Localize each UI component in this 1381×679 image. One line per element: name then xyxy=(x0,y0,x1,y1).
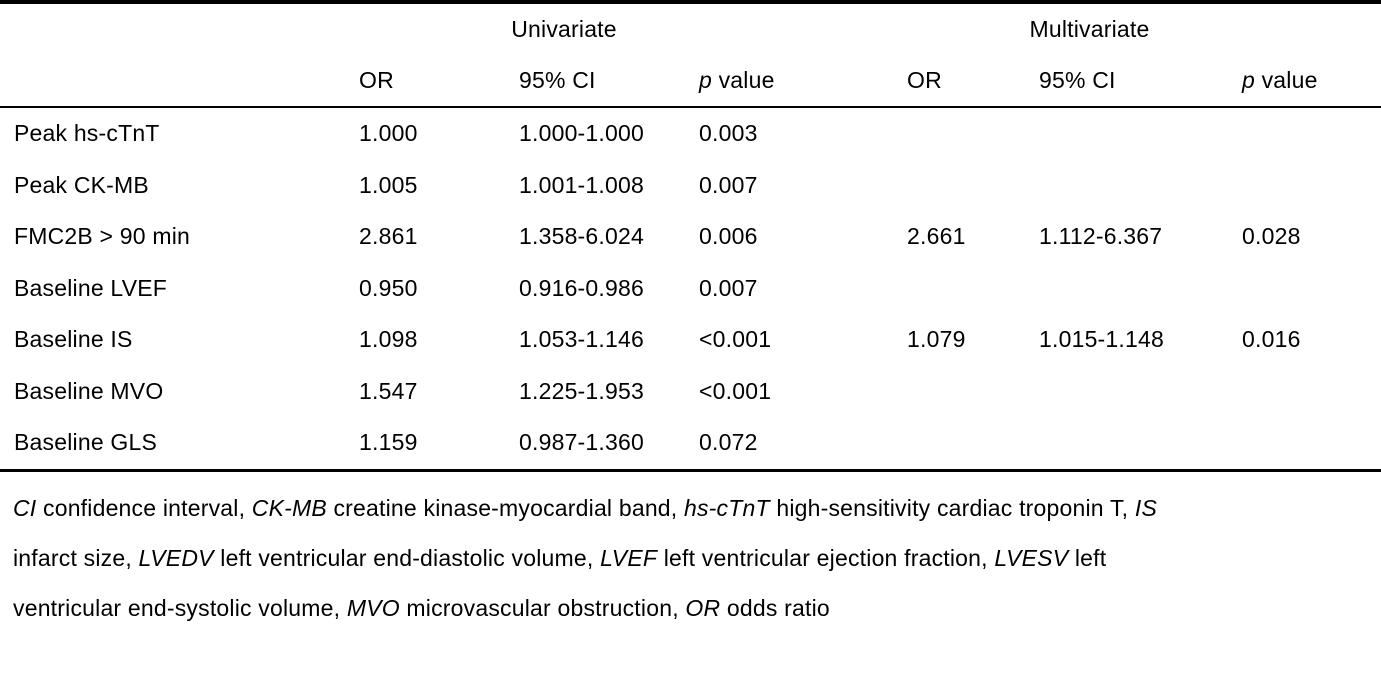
group-header-multivariate: Multivariate xyxy=(1029,16,1150,42)
univariate-pvalue: 0.003 xyxy=(699,120,758,147)
footnote-line: infarct size, LVEDV left ventricular end… xyxy=(13,544,1107,571)
col-header-ci-multivariate: 95% CI xyxy=(1039,67,1116,93)
footnote-line: CI confidence interval, CK-MB creatine k… xyxy=(13,494,1157,521)
multivariate-pvalue: 0.016 xyxy=(1242,326,1301,353)
row-label: FMC2B > 90 min xyxy=(14,223,190,250)
table-row: Baseline LVEF 0.950 0.916-0.986 0.007 xyxy=(0,263,1381,315)
univariate-or: 1.005 xyxy=(359,171,418,198)
abbreviations-footnote: CI confidence interval, CK-MB creatine k… xyxy=(0,472,1381,633)
row-label: Baseline LVEF xyxy=(14,274,168,301)
row-label: Peak hs-cTnT xyxy=(14,120,160,147)
multivariate-or: 2.661 xyxy=(907,223,966,250)
table-row: Baseline GLS 1.159 0.987-1.360 0.072 xyxy=(0,417,1381,469)
univariate-pvalue: 0.007 xyxy=(699,274,758,301)
univariate-or: 0.950 xyxy=(359,274,418,301)
table-row: FMC2B > 90 min 2.861 1.358-6.024 0.006 2… xyxy=(0,211,1381,263)
multivariate-or: 1.079 xyxy=(907,326,966,353)
col-header-or-multivariate: OR xyxy=(907,67,942,93)
univariate-ci: 1.358-6.024 xyxy=(519,223,644,250)
univariate-ci: 1.225-1.953 xyxy=(519,377,644,404)
univariate-pvalue: 0.072 xyxy=(699,429,758,456)
col-header-pvalue-univariate: p value xyxy=(699,67,775,93)
column-header-row: OR 95% CI p value OR 95% CI p value xyxy=(0,55,1381,106)
col-header-ci-univariate: 95% CI xyxy=(519,67,596,93)
table-top-rule xyxy=(0,0,1381,4)
univariate-pvalue: 0.006 xyxy=(699,223,758,250)
univariate-pvalue: 0.007 xyxy=(699,171,758,198)
group-header-row: Univariate Multivariate xyxy=(0,4,1381,55)
univariate-or: 1.000 xyxy=(359,120,418,147)
univariate-or: 1.159 xyxy=(359,429,418,456)
table-row: Baseline MVO 1.547 1.225-1.953 <0.001 xyxy=(0,366,1381,418)
univariate-ci: 0.987-1.360 xyxy=(519,429,644,456)
univariate-or: 2.861 xyxy=(359,223,418,250)
table-header-rule xyxy=(0,106,1381,108)
univariate-pvalue: <0.001 xyxy=(699,326,772,353)
group-header-univariate: Univariate xyxy=(511,16,617,42)
footnote-line: ventricular end-systolic volume, MVO mic… xyxy=(13,594,830,621)
univariate-or: 1.098 xyxy=(359,326,418,353)
table-row: Baseline IS 1.098 1.053-1.146 <0.001 1.0… xyxy=(0,314,1381,366)
multivariate-ci: 1.015-1.148 xyxy=(1039,326,1164,353)
table-row: Peak hs-cTnT 1.000 1.000-1.000 0.003 xyxy=(0,108,1381,160)
table-row: Peak CK-MB 1.005 1.001-1.008 0.007 xyxy=(0,160,1381,212)
univariate-or: 1.547 xyxy=(359,377,418,404)
row-label: Baseline MVO xyxy=(14,377,164,404)
col-header-pvalue-multivariate: p value xyxy=(1242,67,1318,93)
univariate-ci: 1.001-1.008 xyxy=(519,171,644,198)
univariate-ci: 1.053-1.146 xyxy=(519,326,644,353)
univariate-pvalue: <0.001 xyxy=(699,377,772,404)
multivariate-pvalue: 0.028 xyxy=(1242,223,1301,250)
table-bottom-rule xyxy=(0,468,1381,472)
multivariate-ci: 1.112-6.367 xyxy=(1039,223,1163,250)
col-header-or-univariate: OR xyxy=(359,67,394,93)
row-label: Baseline IS xyxy=(14,326,133,353)
row-label: Baseline GLS xyxy=(14,429,158,456)
univariate-ci: 0.916-0.986 xyxy=(519,274,644,301)
row-label: Peak CK-MB xyxy=(14,171,149,198)
univariate-ci: 1.000-1.000 xyxy=(519,120,644,147)
